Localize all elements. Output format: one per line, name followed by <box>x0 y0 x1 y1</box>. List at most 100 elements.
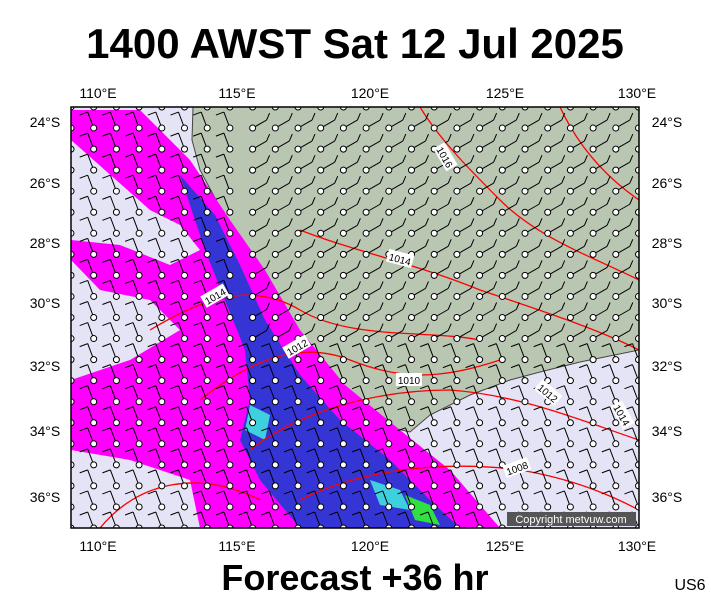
lat-label-left: 24°S <box>30 114 61 130</box>
station <box>90 124 98 132</box>
barb-feather <box>402 112 407 121</box>
lat-label-right: 34°S <box>652 423 683 439</box>
station <box>385 398 393 406</box>
station <box>521 166 529 174</box>
barb-feather <box>402 176 407 184</box>
isobar-label: 1010 <box>396 373 422 387</box>
barb-feather <box>266 197 271 205</box>
barb-feather <box>238 427 247 432</box>
station <box>249 503 257 511</box>
barb-feather <box>170 448 179 453</box>
station <box>566 398 574 406</box>
barb-feather <box>379 323 384 331</box>
station <box>203 398 211 406</box>
station <box>430 356 438 364</box>
barb-feather <box>533 448 542 453</box>
barb-feather <box>402 197 407 205</box>
barb-feather <box>215 385 225 390</box>
barb-feather <box>583 197 588 205</box>
station <box>339 271 347 279</box>
station <box>566 482 574 490</box>
barb-feather <box>288 281 293 289</box>
barb-feather <box>79 511 88 516</box>
barb-feather <box>515 302 520 310</box>
station <box>385 187 393 195</box>
station <box>339 292 347 300</box>
station <box>317 503 325 511</box>
barb-feather <box>261 406 270 411</box>
barb-feather <box>578 427 588 432</box>
barb-feather <box>311 112 316 121</box>
station <box>521 145 529 153</box>
barb-feather <box>79 132 88 137</box>
station <box>271 208 279 216</box>
station <box>544 187 552 195</box>
isobar-label-box <box>396 373 422 386</box>
barb-feather <box>561 112 566 121</box>
barb-feather <box>283 448 293 453</box>
barb-feather <box>124 427 134 432</box>
station <box>589 124 597 132</box>
barb-feather <box>79 153 88 158</box>
station <box>249 377 257 385</box>
station <box>135 208 143 216</box>
barb-feather <box>510 385 520 390</box>
barb-feather <box>334 133 339 142</box>
barb-feather <box>493 154 498 163</box>
station <box>385 271 393 279</box>
barb-feather <box>261 511 270 516</box>
precipitation-cyan <box>245 405 410 510</box>
barb-feather <box>515 260 520 268</box>
station <box>339 335 347 343</box>
barb-feather <box>561 323 566 331</box>
barb-feather <box>288 112 293 121</box>
barb-feather <box>215 174 225 179</box>
station <box>226 124 234 132</box>
barb-feather <box>606 302 611 310</box>
station <box>544 250 552 258</box>
station <box>566 356 574 364</box>
station <box>112 208 120 216</box>
station <box>521 503 529 511</box>
barb-feather <box>447 281 452 289</box>
barb-feather <box>606 197 611 205</box>
barb-feather <box>266 260 271 268</box>
station <box>566 419 574 427</box>
station <box>317 229 325 237</box>
station <box>566 461 574 469</box>
barb-feather <box>329 343 338 348</box>
barb-feather <box>425 197 429 205</box>
station <box>271 335 279 343</box>
barb-feather <box>311 176 316 184</box>
barb-feather <box>402 239 407 247</box>
barb-feather <box>79 216 88 221</box>
barb-feather <box>329 448 338 453</box>
station <box>498 356 506 364</box>
barb-feather <box>351 406 361 411</box>
barb-feather <box>442 490 452 495</box>
station <box>453 229 461 237</box>
station <box>612 166 620 174</box>
station <box>476 314 484 321</box>
station <box>589 461 597 469</box>
barb-feather <box>215 322 225 327</box>
barb-feather <box>79 195 88 200</box>
station <box>158 145 166 153</box>
station <box>521 440 529 448</box>
barb-feather <box>288 323 293 331</box>
station <box>317 461 325 469</box>
station <box>181 250 188 258</box>
station <box>566 229 574 237</box>
barb-feather <box>442 385 452 390</box>
station <box>430 335 438 343</box>
station <box>612 250 620 258</box>
barb-feather <box>379 176 384 184</box>
station <box>226 440 234 448</box>
barb-feather <box>465 385 474 390</box>
station <box>294 250 302 258</box>
station <box>226 208 234 216</box>
barb-feather <box>261 385 270 390</box>
lat-label-left: 26°S <box>30 175 61 191</box>
barb-feather <box>629 302 634 310</box>
station <box>498 292 506 300</box>
